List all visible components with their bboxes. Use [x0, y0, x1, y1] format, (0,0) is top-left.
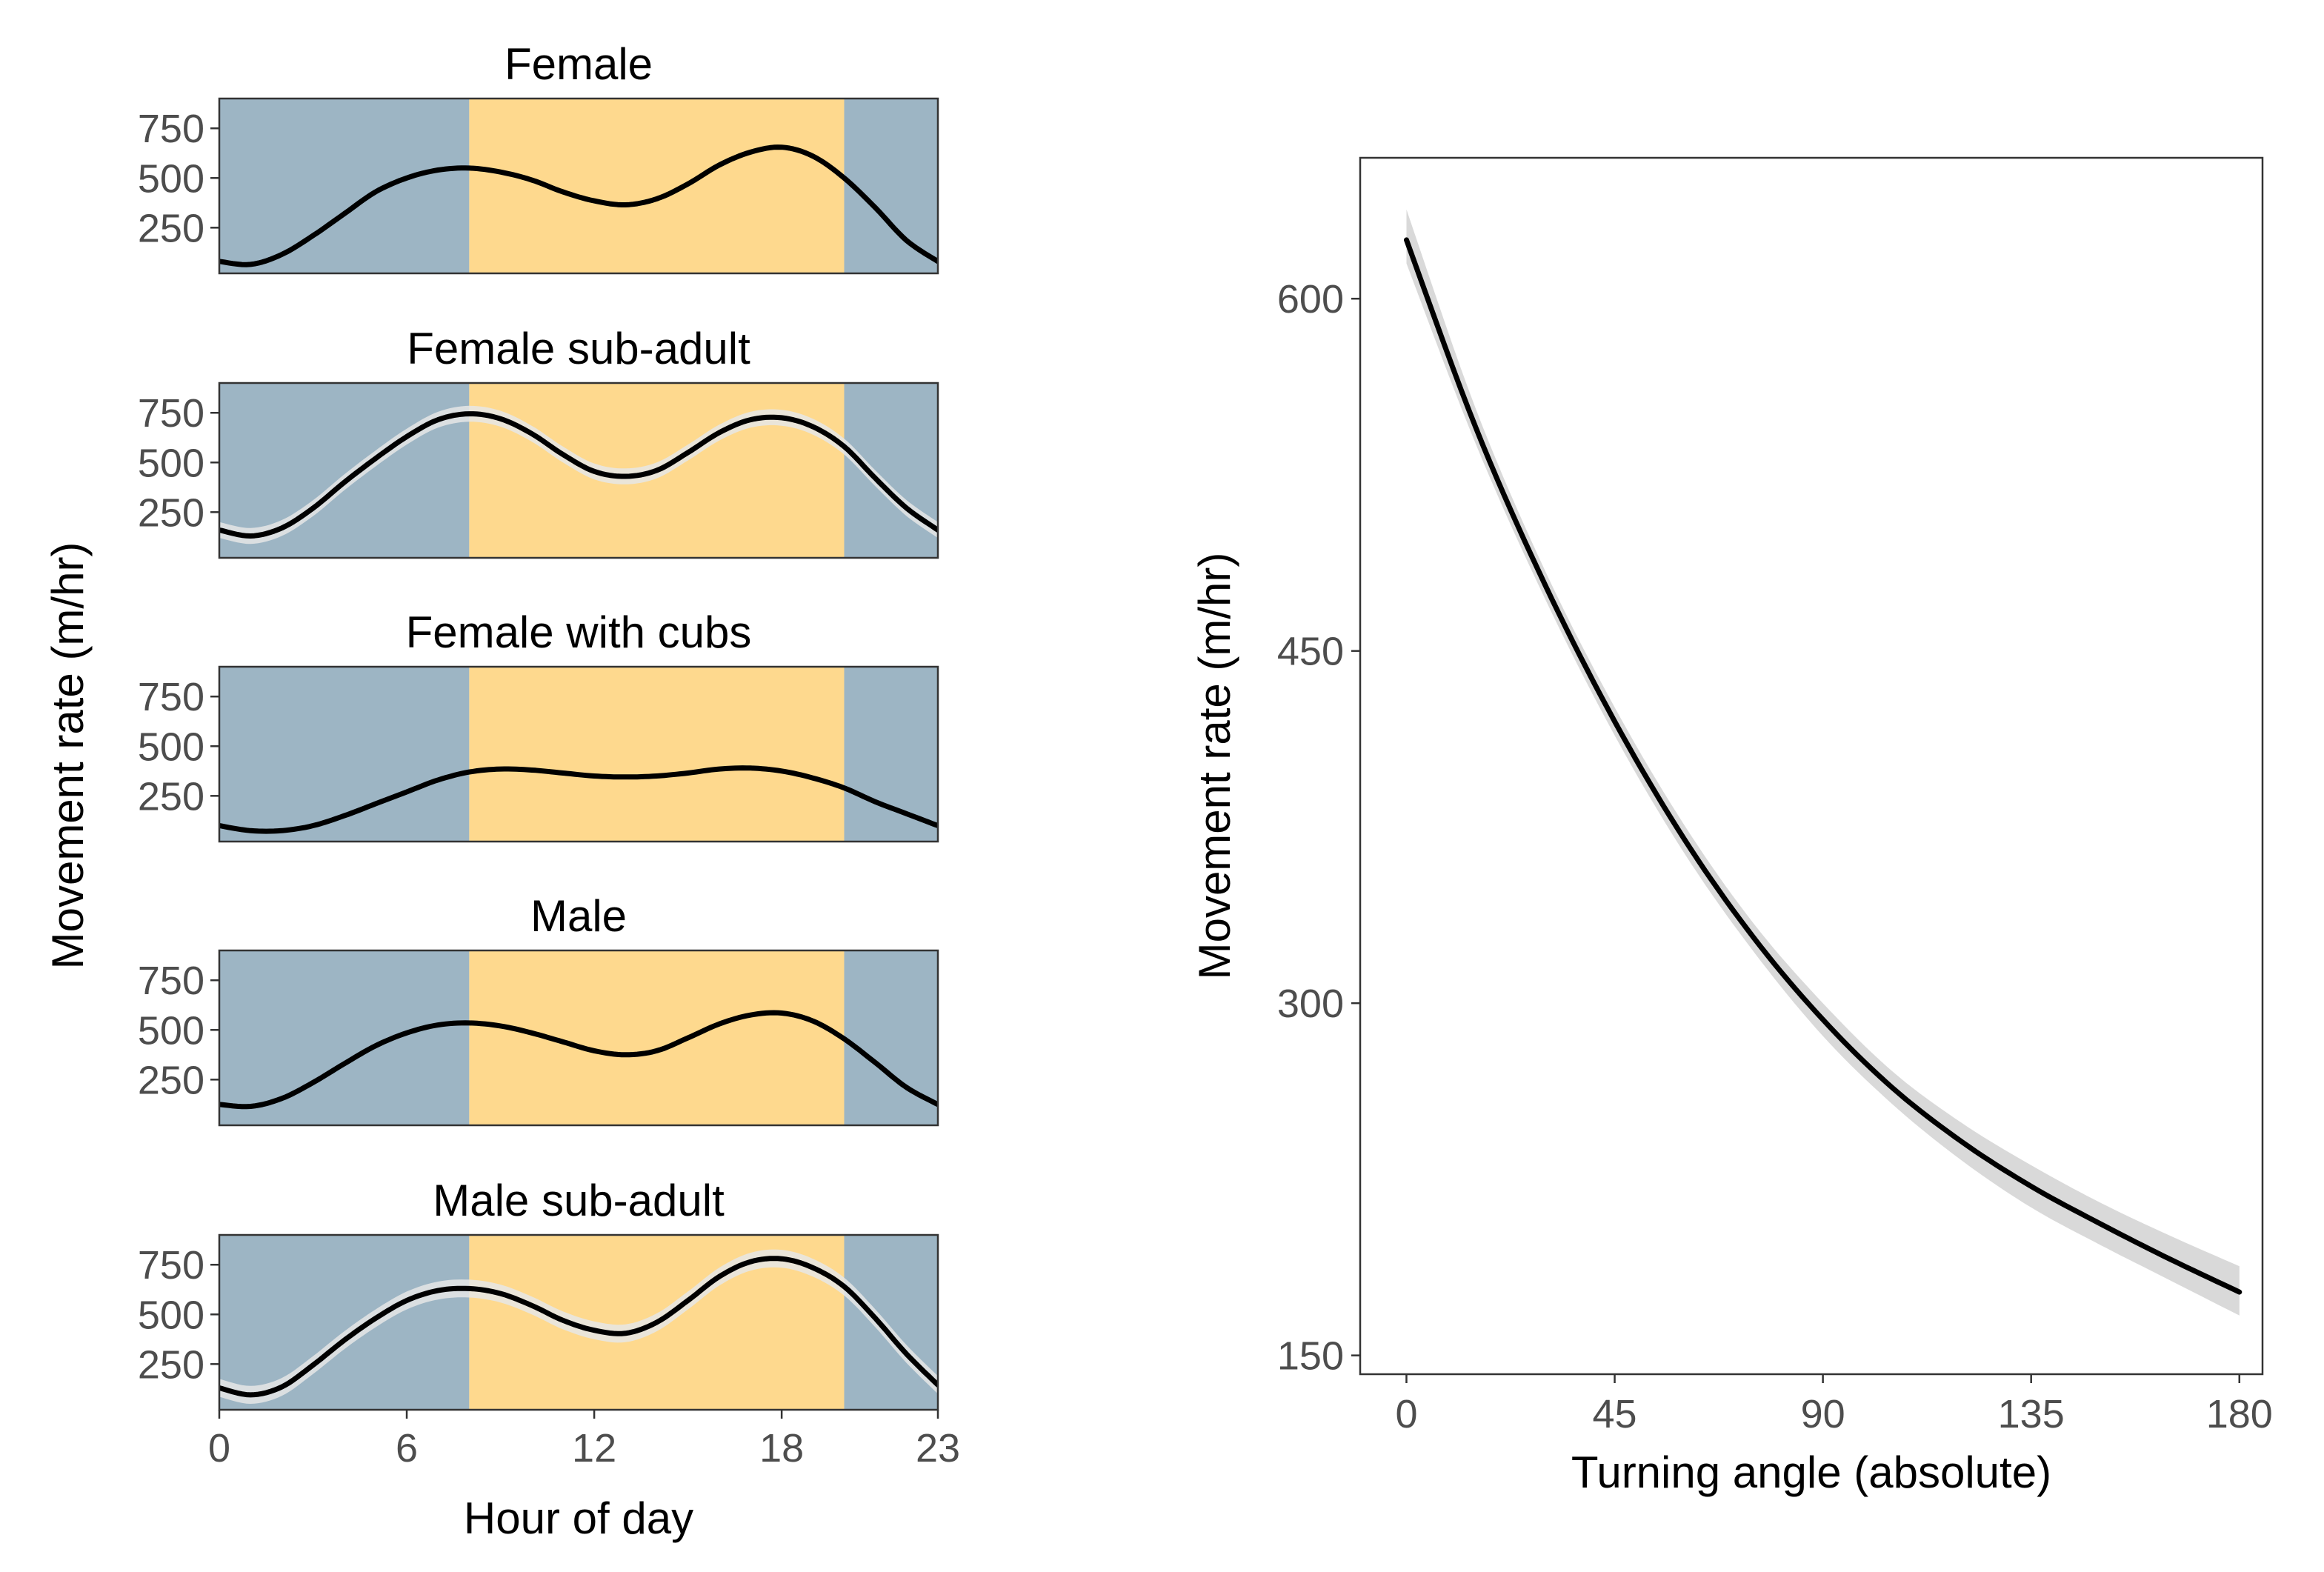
x-tick-label: 90	[1801, 1392, 1845, 1436]
panel-border	[218, 97, 939, 275]
y-tick-label: 750	[138, 391, 204, 436]
nighttime-band	[844, 99, 938, 273]
plot-background	[1360, 158, 2263, 1374]
panel-title: Male	[530, 891, 627, 941]
x-tick-label: 6	[396, 1426, 418, 1471]
panel-title: Female with cubs	[406, 607, 752, 657]
y-tick-label: 600	[1277, 277, 1344, 322]
facet-panel: Female sub-adult 250 500 750	[138, 324, 939, 559]
y-tick-label: 450	[1277, 630, 1344, 674]
movement-rate-line	[219, 411, 938, 539]
y-tick-label: 750	[138, 107, 204, 151]
y-tick-label: 300	[1277, 982, 1344, 1026]
y-tick-label: 250	[138, 774, 204, 819]
daytime-band	[469, 99, 845, 273]
nighttime-band	[219, 667, 470, 842]
y-axis-title: Movement rate (m/hr)	[1190, 553, 1239, 980]
y-tick-label: 500	[138, 441, 204, 485]
panel-border	[218, 1233, 939, 1411]
movement-rate-line	[219, 1256, 938, 1398]
movement-rate-line	[219, 144, 938, 267]
panel-plot-area	[219, 950, 938, 1125]
x-tick-label: 12	[572, 1426, 616, 1471]
y-axis-title: Movement rate (m/hr)	[43, 542, 93, 970]
y-tick-label: 250	[138, 206, 204, 250]
panel-title: Male sub-adult	[433, 1176, 725, 1225]
facet-panel: Female with cubs 250 500 750	[138, 607, 939, 843]
panel-border	[218, 382, 939, 559]
y-tick-label: 750	[138, 1243, 204, 1288]
facet-panel: Male 250 500 750	[138, 891, 939, 1127]
x-axis-title: Hour of day	[464, 1493, 693, 1543]
plot-border	[1359, 156, 2264, 1376]
x-axis-title: Turning angle (absolute)	[1571, 1448, 2051, 1497]
panel-plot-area	[219, 1235, 938, 1410]
panel-title: Female	[505, 39, 653, 89]
x-tick-label: 45	[1592, 1392, 1637, 1436]
x-tick-label: 180	[2206, 1392, 2273, 1436]
y-tick-label: 150	[1277, 1334, 1344, 1379]
nighttime-band	[844, 1235, 938, 1410]
x-tick-label: 0	[1395, 1392, 1417, 1436]
y-tick-label: 250	[138, 1342, 204, 1387]
turning-angle-chart: 150 300 450 600 0 45 90 135 180 Turning angle (ab…	[1190, 156, 2273, 1497]
movement-rate-line	[219, 1010, 938, 1110]
y-tick-label: 500	[138, 156, 204, 201]
y-tick-label: 500	[138, 725, 204, 769]
y-tick-label: 500	[138, 1293, 204, 1337]
y-tick-label: 250	[138, 490, 204, 535]
movement-rate-line	[1404, 237, 2243, 1295]
y-tick-label: 750	[138, 675, 204, 719]
hourly-movement-chart: Female 250 500 750 Female sub-adult 250 500 750…	[43, 39, 960, 1543]
x-tick-label: 18	[759, 1426, 804, 1471]
panel-plot-area	[219, 383, 938, 558]
daytime-band	[469, 950, 845, 1125]
panel-title: Female sub-adult	[407, 324, 750, 373]
movement-rate-line	[219, 765, 938, 834]
facet-panel: Female 250 500 750	[138, 39, 939, 275]
daytime-band	[469, 667, 845, 842]
nighttime-band	[219, 99, 470, 273]
panel-border	[218, 949, 939, 1127]
nighttime-band	[219, 950, 470, 1125]
nighttime-band	[844, 667, 938, 842]
y-tick-label: 250	[138, 1058, 204, 1102]
y-tick-label: 500	[138, 1008, 204, 1053]
x-tick-label: 23	[916, 1426, 960, 1471]
y-tick-label: 750	[138, 959, 204, 1003]
x-tick-label: 135	[1998, 1392, 2065, 1436]
nighttime-band	[844, 383, 938, 558]
facet-panel: Male sub-adult 250 500 750	[138, 1176, 939, 1411]
panel-border	[218, 665, 939, 843]
panel-plot-area	[219, 667, 938, 842]
x-tick-label: 0	[208, 1426, 230, 1471]
panel-plot-area	[219, 99, 938, 273]
nighttime-band	[219, 1235, 470, 1410]
